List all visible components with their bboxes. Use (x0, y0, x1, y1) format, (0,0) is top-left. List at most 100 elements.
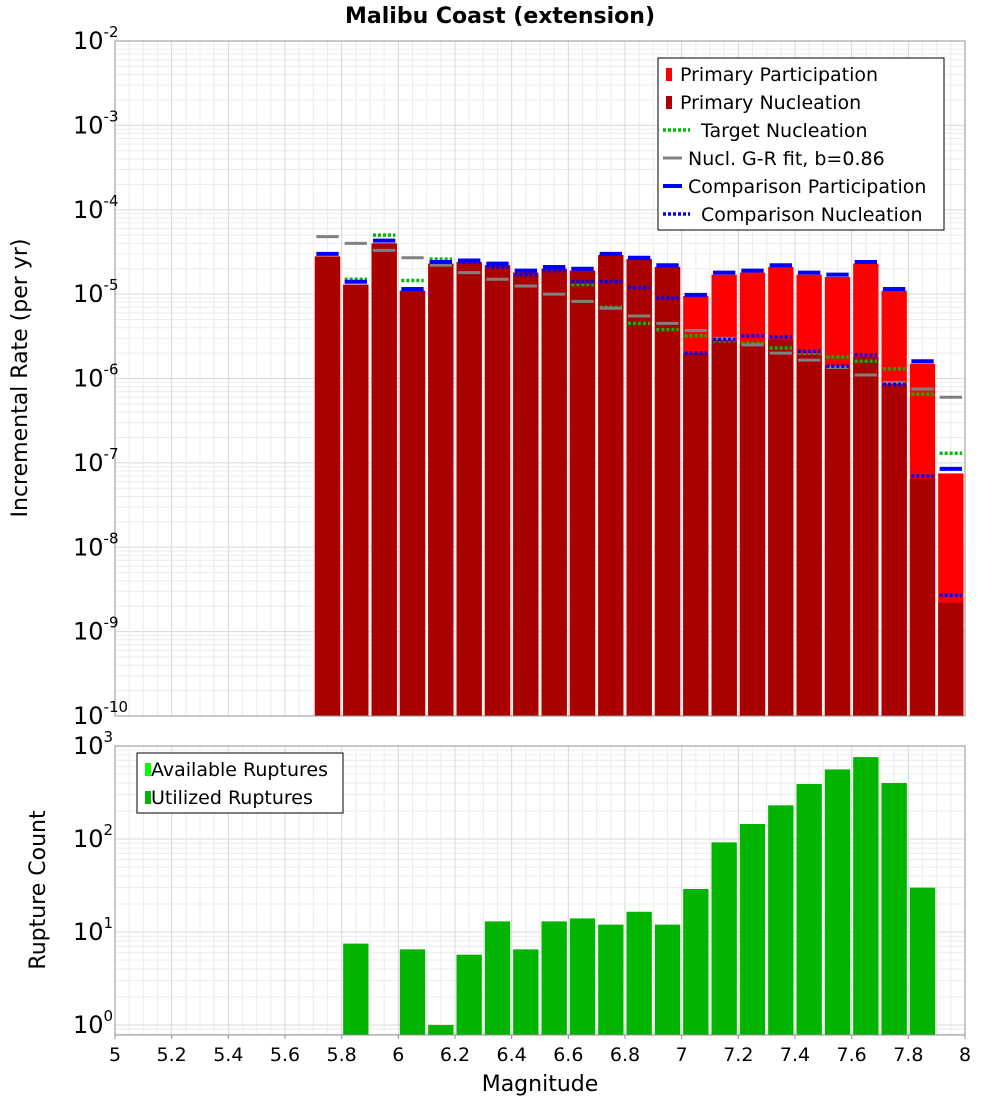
chart-title: Malibu Coast (extension) (345, 4, 655, 29)
top-bars (314, 243, 964, 717)
bottom-legend-swatch (145, 791, 151, 804)
y-tick-base: 10 (73, 27, 104, 55)
y-tick-base: 10 (73, 825, 104, 853)
top-bar (881, 384, 907, 716)
x-tick-label: 5 (109, 1044, 121, 1066)
y-tick-label: 103 (73, 728, 113, 760)
bottom-bar (428, 1024, 454, 1035)
top-plot: 10-1010-910-810-710-610-510-410-310-2Pri… (73, 23, 966, 730)
y-tick-exponent: -3 (104, 107, 119, 125)
top-legend-box (657, 57, 945, 231)
top-y-axis-label: Incremental Rate (per yr) (8, 239, 33, 518)
bottom-bar (654, 924, 681, 1035)
y-tick-base: 10 (73, 1011, 104, 1039)
y-tick-base: 10 (73, 702, 104, 730)
top-bar (456, 262, 482, 716)
bottom-legend: Available Ruptures Utilized Ruptures (136, 752, 344, 814)
y-tick-exponent: -4 (104, 192, 119, 210)
bottom-legend-swatch (145, 763, 151, 776)
x-tick-label: 7.8 (893, 1044, 923, 1066)
top-legend-label: Primary Participation (680, 64, 878, 86)
y-tick-base: 10 (73, 618, 104, 646)
y-tick-base: 10 (73, 365, 104, 393)
y-tick-label: 10-3 (73, 107, 119, 139)
y-tick-label: 10-5 (73, 276, 119, 308)
bottom-bar (626, 911, 652, 1035)
bottom-bar (513, 949, 539, 1035)
top-bar (598, 255, 624, 716)
top-bar (343, 284, 369, 716)
top-legend-swatch (666, 96, 672, 109)
bottom-plot-frame (114, 745, 966, 1036)
y-tick-exponent: 0 (104, 1007, 114, 1025)
x-tick-label: 6.8 (610, 1044, 640, 1066)
y-tick-base: 10 (73, 111, 104, 139)
x-tick-label: 5.8 (327, 1044, 357, 1066)
x-tick-label: 7.2 (723, 1044, 753, 1066)
top-plot-frame (114, 40, 966, 717)
top-bar (314, 256, 341, 716)
top-bar (569, 270, 596, 716)
x-tick-label: 5.6 (270, 1044, 300, 1066)
y-tick-label: 10-6 (73, 361, 119, 393)
y-tick-base: 10 (73, 533, 104, 561)
top-bar (371, 243, 397, 717)
top-bar (796, 354, 822, 716)
x-tick-label: 7.4 (780, 1044, 810, 1066)
y-tick-base: 10 (73, 732, 104, 760)
bottom-bar (456, 954, 482, 1035)
y-tick-label: 10-10 (73, 698, 128, 730)
y-tick-label: 101 (73, 914, 113, 946)
top-bar (654, 266, 681, 716)
x-tick-label: 5.4 (213, 1044, 243, 1066)
y-tick-base: 10 (73, 280, 104, 308)
y-tick-base: 10 (73, 918, 104, 946)
x-tick-label: 6 (392, 1044, 404, 1066)
top-legend-label: Comparison Participation (688, 176, 926, 198)
top-bar (938, 602, 964, 716)
top-bar (683, 353, 709, 716)
bottom-grid (114, 746, 966, 1035)
bottom-legend-label: Utilized Ruptures (151, 787, 313, 809)
y-tick-exponent: -7 (104, 445, 119, 463)
top-bar (824, 366, 851, 716)
bottom-bar (768, 805, 794, 1035)
bottom-bars (343, 757, 936, 1035)
bottom-bar (711, 842, 737, 1035)
x-tick-label: 6.4 (497, 1044, 527, 1066)
y-tick-exponent: -8 (104, 529, 119, 547)
y-tick-exponent: -2 (104, 23, 119, 41)
bottom-y-axis-label: Rupture Count (26, 810, 51, 970)
bottom-bar (399, 949, 426, 1035)
bottom-legend-box (136, 752, 344, 814)
x-tick-label: 7 (676, 1044, 688, 1066)
y-tick-exponent: -6 (104, 361, 119, 379)
top-bar (484, 265, 511, 716)
y-tick-label: 10-8 (73, 529, 119, 561)
top-legend: Primary Participation Primary Nucleation T… (657, 57, 945, 231)
top-bar (626, 259, 652, 716)
y-tick-label: 100 (73, 1007, 113, 1039)
y-tick-label: 10-2 (73, 23, 119, 55)
top-bar (428, 263, 454, 716)
top-legend-label: Target Nucleation (700, 120, 868, 142)
x-tick-label: 8 (959, 1044, 971, 1066)
bottom-bar (683, 888, 709, 1035)
top-bar (711, 340, 737, 716)
y-tick-label: 102 (73, 821, 113, 853)
y-tick-base: 10 (73, 196, 104, 224)
y-tick-base: 10 (73, 449, 104, 477)
bottom-bar (853, 757, 879, 1035)
bottom-bar (909, 887, 936, 1035)
top-bar (399, 290, 426, 716)
x-ticks: 5 5.2 5.4 5.6 5.8 6 6.2 6.4 6.6 6.8 7 7.2 7.4 7.6 7.8 8 (109, 1035, 971, 1066)
bottom-bar (824, 769, 851, 1035)
top-legend-label: Comparison Nucleation (701, 204, 923, 226)
y-tick-label: 10-9 (73, 614, 119, 646)
bottom-legend-label: Available Ruptures (151, 759, 328, 781)
y-tick-exponent: 2 (104, 821, 114, 839)
top-legend-label: Nucl. G-R fit, b=0.86 (688, 148, 885, 170)
